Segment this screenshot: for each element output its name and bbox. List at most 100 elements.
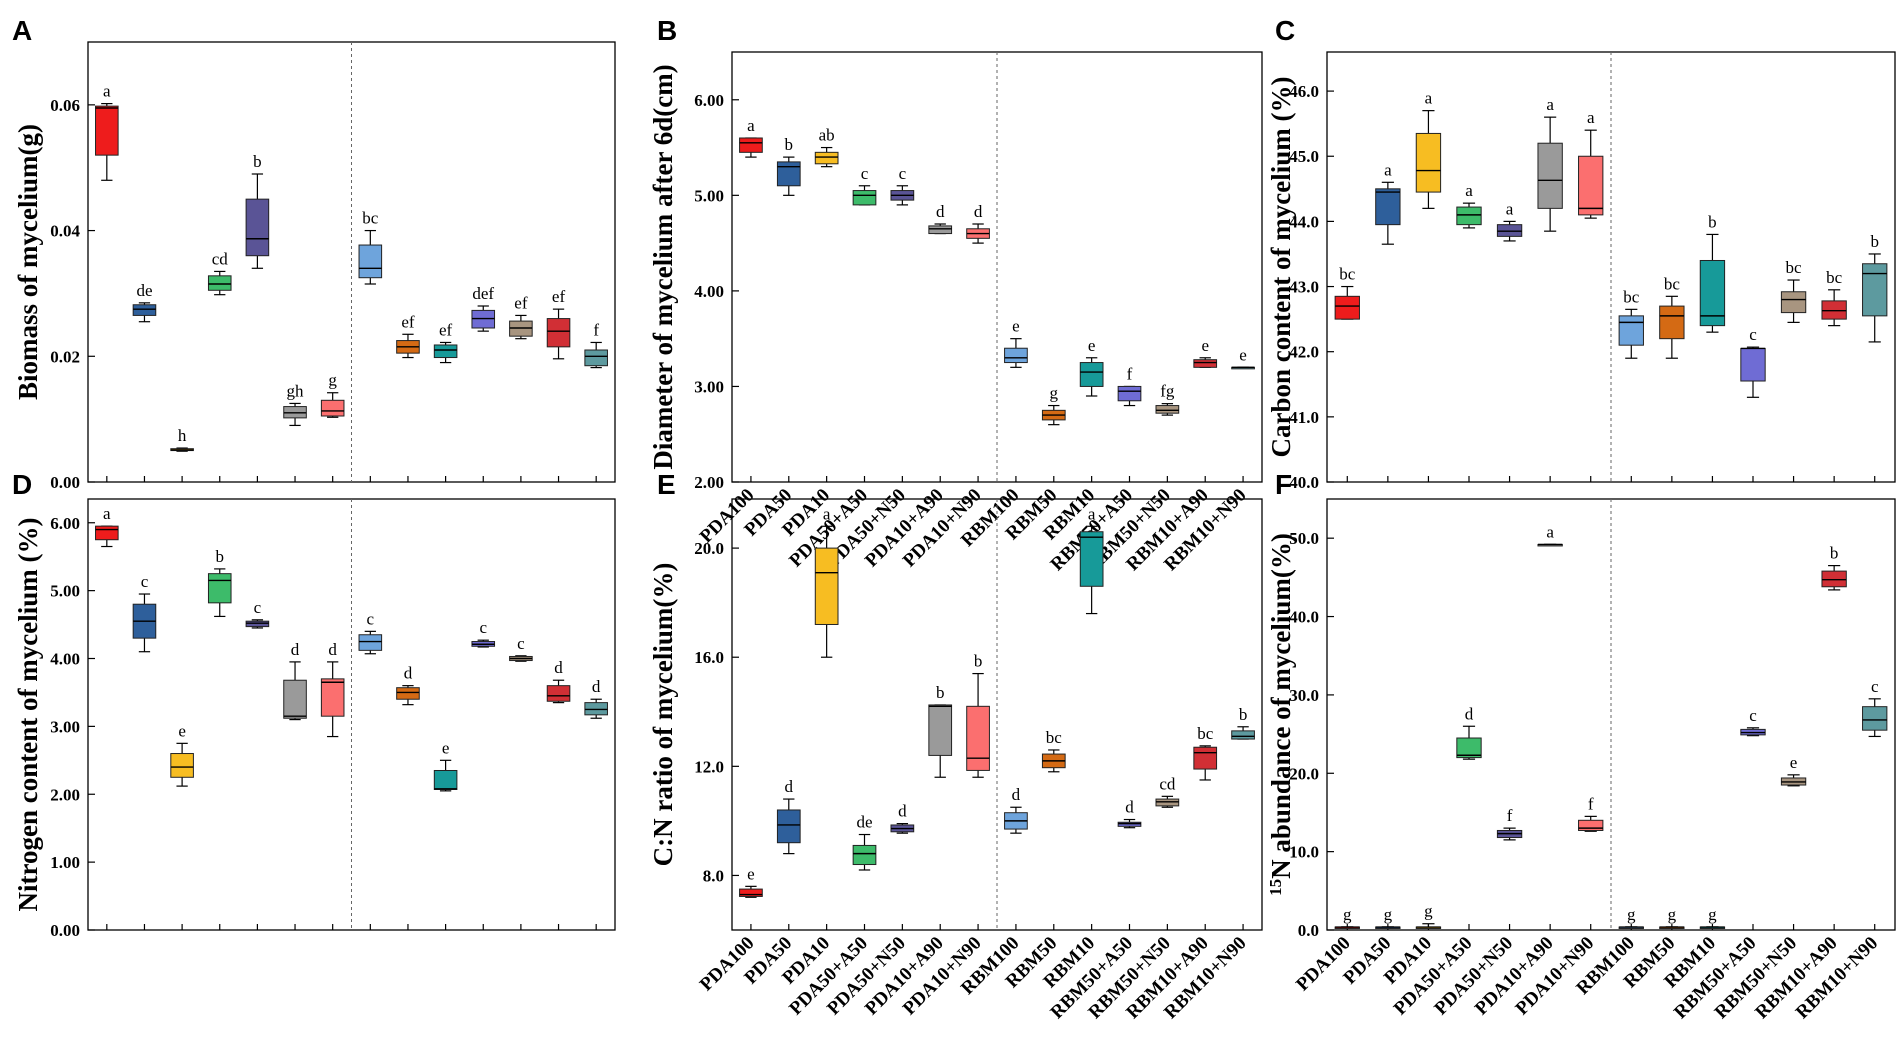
y-axis-label: Biomass of mycelium(g) [13,124,43,400]
significance-label: d [974,202,983,221]
box-RBM50+N50: fg [1156,382,1179,482]
box-RBM10: b [1700,212,1724,482]
y-tick-label: 0.06 [50,96,80,115]
box-body [547,686,570,702]
significance-label: a [1546,95,1554,114]
box-RBM10+A90: b [1822,544,1846,930]
significance-label: b [1870,232,1879,251]
significance-label: a [1587,108,1595,127]
box-PDA100: a [96,82,119,482]
significance-label: b [1830,544,1839,563]
box-PDA50+N50: d [891,802,914,930]
box-PDA50: c [133,572,156,930]
box-PDA50+N50: a [1497,199,1521,482]
box-PDA50+A50: cd [208,249,231,482]
significance-label: g [1668,905,1677,924]
box-body [321,400,344,416]
significance-label: e [178,721,186,740]
significance-label: c [141,572,149,591]
box-RBM50: g [1042,384,1065,482]
box-body [246,199,269,256]
box-body [853,191,876,205]
box-PDA50+A50: a [1457,181,1481,482]
significance-label: d [404,664,413,683]
significance-label: fg [1160,382,1175,401]
box-body [1194,360,1217,368]
box-RBM10+A90: bc [1822,268,1846,482]
box-body [284,680,307,718]
significance-label: d [554,658,563,677]
box-RBM100: d [1005,785,1028,930]
box-body [815,548,838,624]
box-RBM50+A50: d [1118,798,1141,930]
significance-label: g [1627,905,1636,924]
box-body [208,276,231,290]
box-RBM10+N90: b [1232,705,1255,930]
significance-label: d [898,802,907,821]
box-PDA50: de [133,281,156,482]
significance-label: d [291,640,300,659]
box-RBM10: g [1700,905,1724,930]
significance-label: a [1506,199,1514,218]
box-body [434,345,457,358]
y-tick-label: 3.00 [694,377,724,396]
panel-letter: C [1275,15,1295,46]
significance-label: c [367,609,375,628]
significance-label: b [1239,705,1248,724]
significance-label: bc [1339,265,1356,284]
y-tick-label: 4.00 [694,282,724,301]
box-RBM50: d [397,664,420,930]
significance-label: bc [1197,724,1214,743]
panel-letter: A [12,15,32,46]
box-body [929,705,952,755]
y-tick-label: 16.0 [694,648,724,667]
box-PDA50+A50: de [853,813,876,930]
box-body [740,889,763,896]
box-body [1376,189,1400,225]
box-body [853,845,876,864]
box-PDA100: e [740,864,763,930]
box-RBM50+N50: ef [510,293,533,482]
significance-label: d [1125,798,1134,817]
significance-label: a [1384,160,1392,179]
box-RBM10+A90: ef [547,287,570,482]
significance-label: e [1012,317,1020,336]
box-RBM50+A50: c [1741,325,1765,482]
box-RBM100: g [1619,905,1643,930]
significance-label: ef [439,320,453,339]
significance-label: a [103,82,111,101]
box-body [1619,316,1643,345]
significance-label: b [216,547,225,566]
box-PDA50+N50: b [246,152,269,482]
panel-letter: E [657,469,676,500]
box-RBM100: e [1005,317,1028,482]
y-tick-label: 40.0 [1289,473,1319,492]
significance-label: a [1088,504,1096,523]
box-PDA50: d [777,777,800,930]
box-PDA10: a [1416,89,1440,482]
significance-label: a [1546,522,1554,541]
box-RBM50: ef [397,312,420,482]
box-PDA50+N50: c [246,598,269,930]
box-body [1335,296,1359,319]
box-body [359,635,382,651]
significance-label: bc [1623,287,1640,306]
box-PDA50: g [1376,905,1400,930]
significance-label: d [1465,704,1474,723]
box-body [96,106,119,155]
box-RBM50+A50: def [472,284,495,482]
box-RBM10+N90: d [585,677,608,930]
significance-label: a [1425,89,1433,108]
significance-label: f [593,320,599,339]
y-tick-label: 3.00 [50,717,80,736]
significance-label: d [1012,785,1021,804]
panel-A: A 0.00 0.02 0.04 0.06 Biomass of mycelium(g) a… [12,15,615,492]
panel-F: F0.010.020.030.040.050.015N abundance of… [1266,469,1895,1023]
significance-label: ef [514,293,528,312]
significance-label: e [1239,345,1247,364]
box-body [359,245,382,278]
box-RBM50+N50: c [510,634,533,930]
box-RBM10: ef [434,320,457,482]
box-RBM50: g [1660,905,1684,930]
box-RBM50+A50: f [1118,364,1141,482]
